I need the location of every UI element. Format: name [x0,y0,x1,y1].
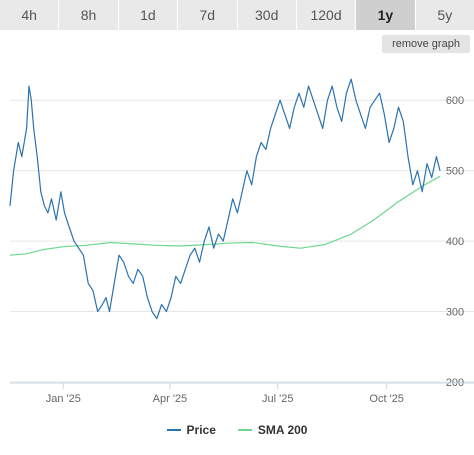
tab-30d[interactable]: 30d [238,0,297,30]
timeframe-tabs: 4h 8h 1d 7d 30d 120d 1y 5y [0,0,474,30]
tab-8h[interactable]: 8h [59,0,119,30]
tab-1y[interactable]: 1y [356,0,416,30]
tab-5y[interactable]: 5y [437,7,453,23]
legend-swatch-price [166,429,181,431]
tab-7d[interactable]: 7d [178,0,238,30]
legend-label-price: Price [186,423,216,437]
y-tick-label: 400 [446,236,464,248]
price-series-line [9,78,441,320]
y-tick-label: 600 [446,95,464,107]
x-tick-label: Apr '25 [153,393,188,405]
x-tick-label: Oct '25 [369,393,404,405]
legend-item-sma[interactable]: SMA 200 [237,423,308,437]
x-tick-label: Jan '25 [46,393,81,405]
legend-label-sma: SMA 200 [257,423,308,437]
remove-graph-button[interactable]: remove graph [382,35,470,53]
x-tick-label: Jul '25 [262,393,293,405]
sma-200-series-line [9,175,441,256]
tab-4h[interactable]: 4h [0,0,60,30]
tab-1d[interactable]: 1d [119,0,179,30]
legend-item-price[interactable]: Price [166,423,216,437]
legend-swatch-sma [237,429,252,431]
chart-legend: Price SMA 200 [0,420,474,440]
y-tick-label: 300 [446,307,464,319]
tab-120d[interactable]: 120d [297,0,357,30]
y-tick-label: 500 [446,166,464,178]
